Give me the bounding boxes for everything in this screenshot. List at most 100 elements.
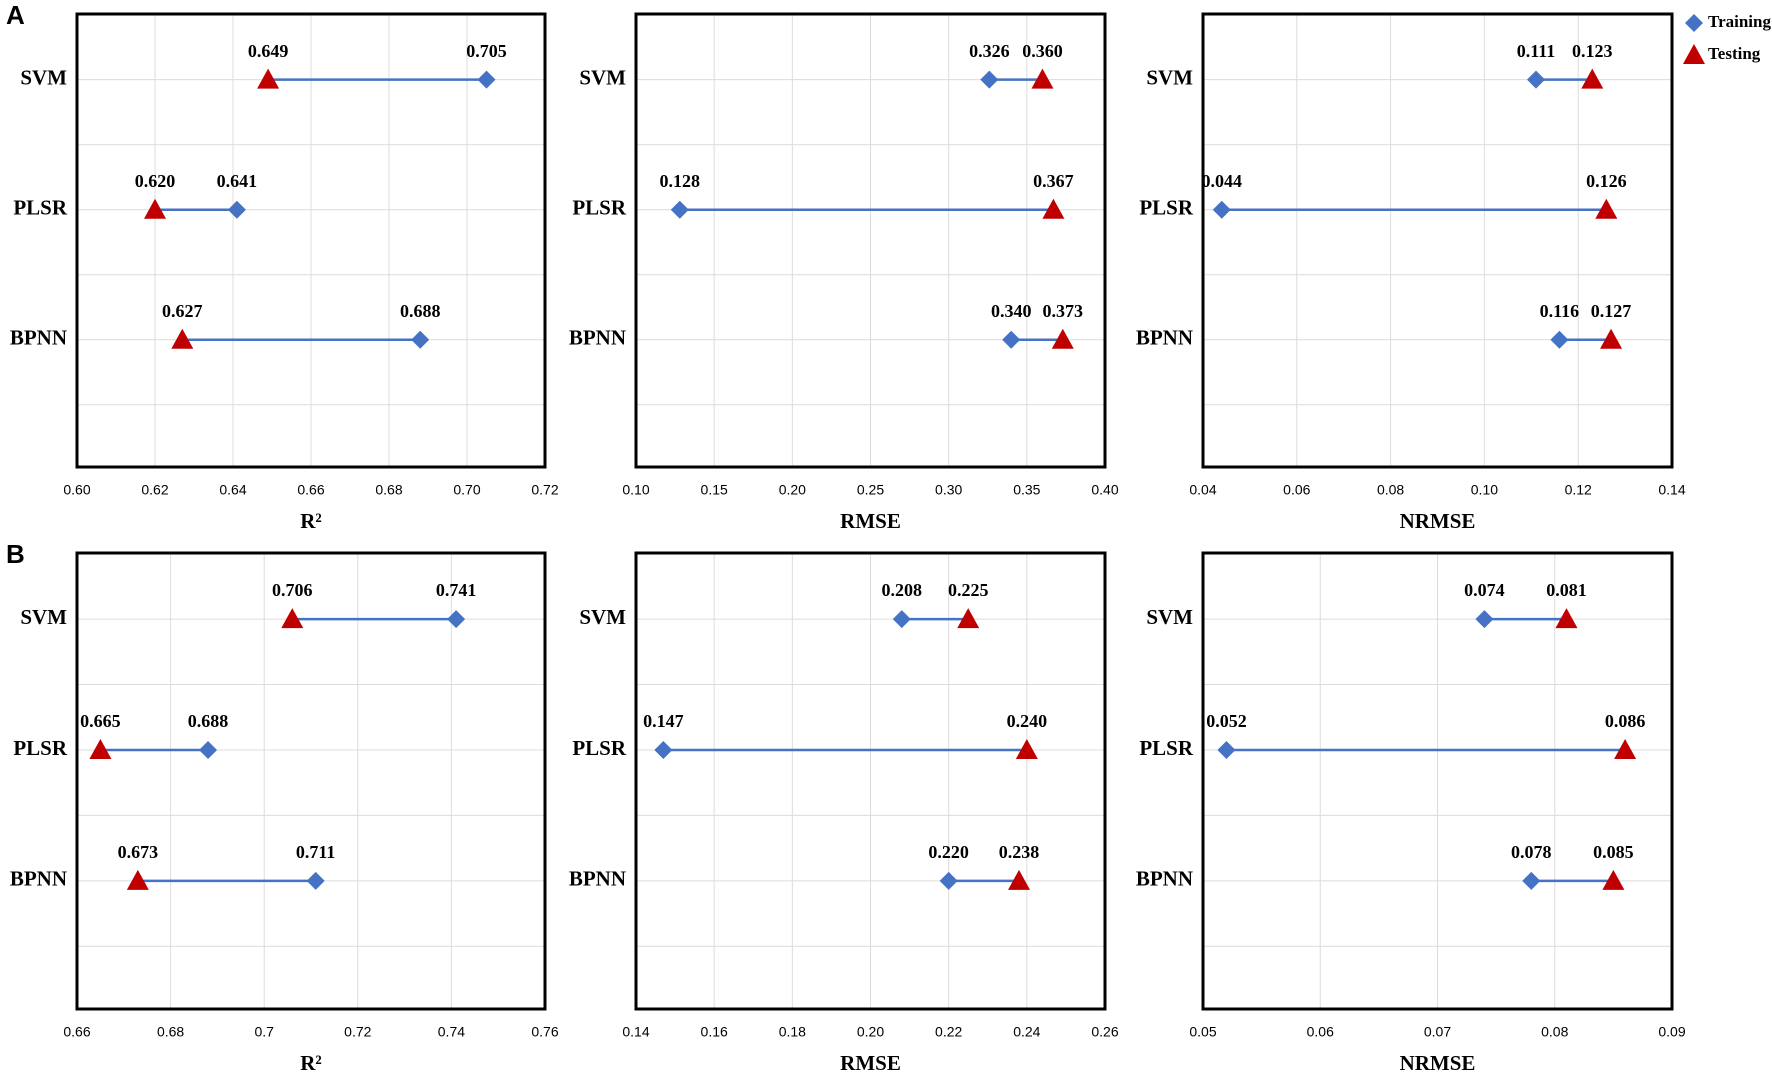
- category-label: SVM: [1146, 65, 1193, 89]
- testing-marker: [89, 738, 112, 759]
- plot-frame: [634, 12, 1107, 469]
- value-label: 0.081: [1546, 580, 1587, 600]
- x-tick-label: 0.62: [141, 482, 168, 498]
- category-label: PLSR: [572, 196, 627, 220]
- training-marker: [1475, 610, 1494, 629]
- value-label: 0.225: [948, 580, 989, 600]
- category-label: PLSR: [1139, 196, 1194, 220]
- x-tick-label: 0.20: [779, 482, 806, 498]
- testing-marker: [1015, 738, 1038, 759]
- value-label: 0.620: [135, 171, 176, 191]
- x-tick-label: 0.08: [1377, 482, 1404, 498]
- testing-marker: [1600, 328, 1623, 349]
- x-tick-label: 0.66: [297, 482, 324, 498]
- testing-marker: [257, 68, 280, 89]
- x-tick-label: 0.72: [344, 1024, 371, 1040]
- value-label: 0.367: [1033, 171, 1074, 191]
- x-tick-label: 0.7: [254, 1024, 274, 1040]
- value-label: 0.052: [1206, 711, 1247, 731]
- legend-label: Testing: [1708, 44, 1761, 63]
- training-marker: [892, 610, 911, 629]
- x-tick-label: 0.26: [1091, 1024, 1118, 1040]
- x-tick-label: 0.06: [1307, 1024, 1334, 1040]
- training-marker: [447, 610, 466, 629]
- x-tick-label: 0.14: [622, 1024, 649, 1040]
- x-tick-label: 0.60: [63, 482, 90, 498]
- x-tick-label: 0.24: [1013, 1024, 1040, 1040]
- x-tick-label: 0.09: [1658, 1024, 1685, 1040]
- training-marker: [306, 871, 325, 890]
- value-label: 0.126: [1586, 171, 1627, 191]
- category-label: SVM: [579, 605, 626, 629]
- training-marker: [1522, 871, 1541, 890]
- x-axis-label: NRMSE: [1400, 1051, 1476, 1075]
- value-label: 0.086: [1605, 711, 1646, 731]
- value-label: 0.116: [1540, 301, 1580, 321]
- x-tick-label: 0.66: [63, 1024, 90, 1040]
- plot-frame: [634, 551, 1107, 1011]
- x-tick-label: 0.64: [219, 482, 246, 498]
- x-tick-label: 0.07: [1424, 1024, 1451, 1040]
- value-label: 0.127: [1591, 301, 1632, 321]
- x-tick-label: 0.18: [779, 1024, 806, 1040]
- x-tick-label: 0.04: [1189, 482, 1216, 498]
- value-label: 0.238: [999, 842, 1040, 862]
- value-label: 0.085: [1593, 842, 1634, 862]
- category-label: PLSR: [572, 736, 627, 760]
- legend-label: Training: [1708, 12, 1771, 31]
- testing-marker: [1008, 869, 1031, 890]
- value-label: 0.044: [1202, 171, 1243, 191]
- value-label: 0.074: [1464, 580, 1505, 600]
- training-marker: [980, 70, 999, 89]
- training-marker: [477, 70, 496, 89]
- testing-marker: [957, 608, 980, 629]
- category-label: BPNN: [1136, 867, 1193, 891]
- value-label: 0.220: [928, 842, 969, 862]
- legend-marker: [1683, 44, 1705, 64]
- value-label: 0.326: [969, 41, 1010, 61]
- testing-marker: [281, 608, 304, 629]
- category-label: PLSR: [13, 736, 68, 760]
- training-marker: [939, 871, 958, 890]
- testing-marker: [1051, 328, 1074, 349]
- value-label: 0.641: [217, 171, 258, 191]
- plot-frame: [1201, 12, 1674, 469]
- testing-marker: [1031, 68, 1054, 89]
- value-label: 0.706: [272, 580, 313, 600]
- category-label: SVM: [20, 605, 67, 629]
- testing-marker: [126, 869, 149, 890]
- value-label: 0.111: [1517, 41, 1556, 61]
- x-tick-label: 0.14: [1658, 482, 1685, 498]
- x-tick-label: 0.06: [1283, 482, 1310, 498]
- x-tick-label: 0.68: [157, 1024, 184, 1040]
- value-label: 0.665: [80, 711, 121, 731]
- x-axis-label: NRMSE: [1400, 509, 1476, 533]
- x-tick-label: 0.05: [1189, 1024, 1216, 1040]
- training-marker: [670, 200, 689, 219]
- category-label: PLSR: [1139, 736, 1194, 760]
- value-label: 0.711: [296, 842, 336, 862]
- x-tick-label: 0.76: [531, 1024, 558, 1040]
- category-label: BPNN: [10, 326, 67, 350]
- panel-label: B: [6, 539, 25, 569]
- x-tick-label: 0.15: [701, 482, 728, 498]
- x-axis-label: RMSE: [840, 1051, 901, 1075]
- testing-marker: [1581, 68, 1604, 89]
- plot-frame: [1201, 551, 1674, 1011]
- training-marker: [1550, 330, 1569, 349]
- training-marker: [411, 330, 430, 349]
- x-axis-label: R²: [300, 509, 321, 533]
- value-label: 0.705: [466, 41, 507, 61]
- x-tick-label: 0.72: [531, 482, 558, 498]
- x-tick-label: 0.20: [857, 1024, 884, 1040]
- x-tick-label: 0.08: [1541, 1024, 1568, 1040]
- x-tick-label: 0.70: [453, 482, 480, 498]
- training-marker: [1212, 200, 1231, 219]
- x-tick-label: 0.16: [701, 1024, 728, 1040]
- category-label: SVM: [1146, 605, 1193, 629]
- category-label: BPNN: [10, 867, 67, 891]
- training-marker: [1526, 70, 1545, 89]
- x-tick-label: 0.68: [375, 482, 402, 498]
- x-tick-label: 0.40: [1091, 482, 1118, 498]
- training-marker: [199, 740, 218, 759]
